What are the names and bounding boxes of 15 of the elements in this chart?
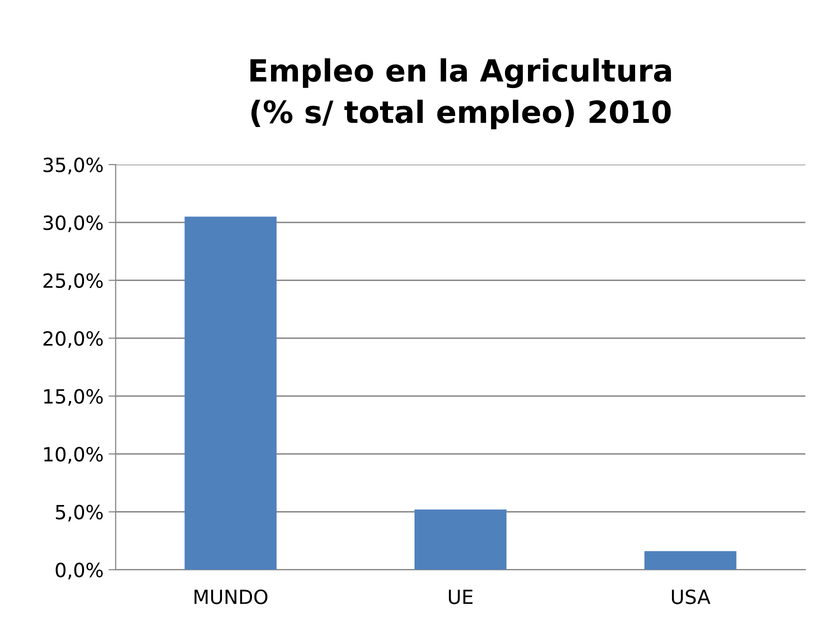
y-tick-label: 10,0% <box>44 446 103 464</box>
bar <box>414 510 506 570</box>
y-tick-label: 30,0% <box>44 215 103 232</box>
y-tick-label: 0,0% <box>56 562 103 580</box>
x-tick-label: USA <box>672 589 710 604</box>
bar <box>184 216 277 570</box>
y-tick-label: 20,0% <box>43 331 103 348</box>
y-tick-label: 15,0% <box>44 389 103 406</box>
y-tick-label: 25,0% <box>43 273 103 290</box>
y-tick-label: 35,0% <box>44 158 103 174</box>
y-tick-label: 5,0% <box>56 504 103 522</box>
chart-title: Empleo en la Agricultura (% s/ total empleo) 2010 <box>250 58 671 130</box>
x-tick-label: MUNDO <box>194 589 268 604</box>
bar <box>644 551 736 570</box>
x-tick-label: UE <box>448 590 473 604</box>
